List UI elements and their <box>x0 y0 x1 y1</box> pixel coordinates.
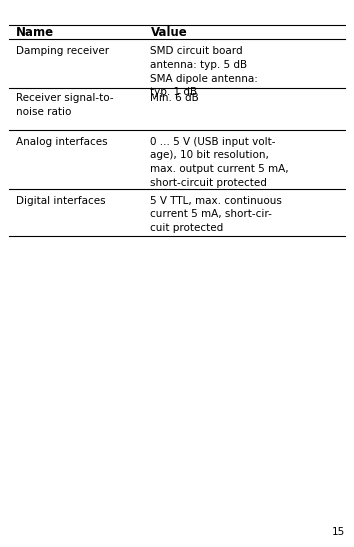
Text: 0 ... 5 V (USB input volt-
age), 10 bit resolution,
max. output current 5 mA,
sh: 0 ... 5 V (USB input volt- age), 10 bit … <box>150 137 289 188</box>
Text: Min. 6 dB: Min. 6 dB <box>150 93 199 103</box>
Text: Value: Value <box>150 26 187 39</box>
Text: Name: Name <box>16 26 54 39</box>
Text: Digital interfaces: Digital interfaces <box>16 196 105 206</box>
Text: SMD circuit board
antenna: typ. 5 dB
SMA dipole antenna:
typ. 1 dB: SMD circuit board antenna: typ. 5 dB SMA… <box>150 46 258 97</box>
Text: 15: 15 <box>332 527 345 537</box>
Text: 5 V TTL, max. continuous
current 5 mA, short-cir-
cuit protected: 5 V TTL, max. continuous current 5 mA, s… <box>150 196 282 233</box>
Text: Damping receiver: Damping receiver <box>16 46 109 56</box>
Text: Analog interfaces: Analog interfaces <box>16 137 108 147</box>
Text: Receiver signal-to-
noise ratio: Receiver signal-to- noise ratio <box>16 93 114 117</box>
